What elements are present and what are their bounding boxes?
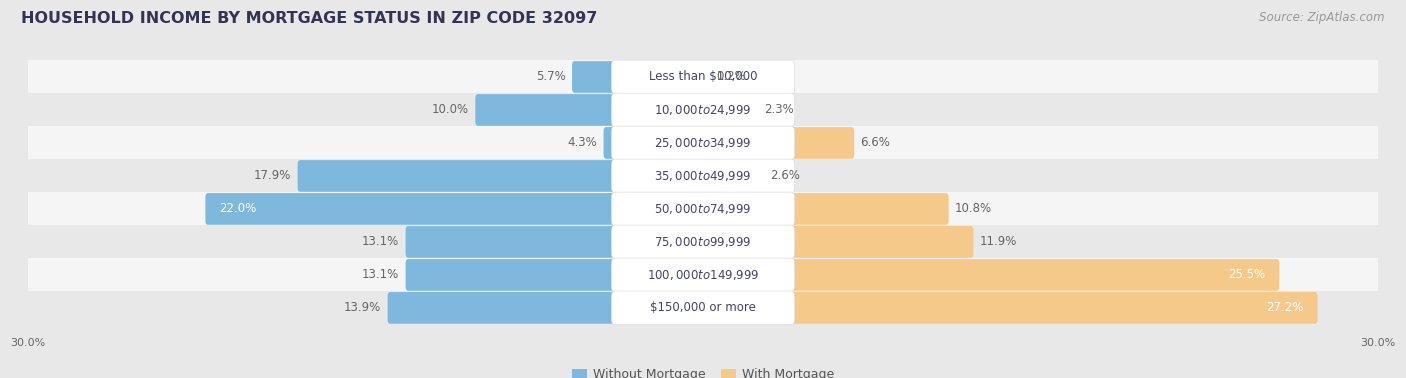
FancyBboxPatch shape [405,226,706,258]
Text: 0.2%: 0.2% [717,70,747,84]
FancyBboxPatch shape [572,61,706,93]
FancyBboxPatch shape [700,94,758,126]
FancyBboxPatch shape [700,160,765,192]
Text: Source: ZipAtlas.com: Source: ZipAtlas.com [1260,11,1385,24]
Text: $150,000 or more: $150,000 or more [650,301,756,314]
Text: 17.9%: 17.9% [254,169,291,183]
Text: 6.6%: 6.6% [860,136,890,149]
Text: 5.7%: 5.7% [536,70,565,84]
FancyBboxPatch shape [475,94,706,126]
Text: 2.3%: 2.3% [763,104,793,116]
FancyBboxPatch shape [612,93,794,127]
FancyBboxPatch shape [612,258,794,292]
Text: $50,000 to $74,999: $50,000 to $74,999 [654,202,752,216]
Text: 13.1%: 13.1% [363,235,399,248]
FancyBboxPatch shape [298,160,706,192]
Text: $75,000 to $99,999: $75,000 to $99,999 [654,235,752,249]
Text: HOUSEHOLD INCOME BY MORTGAGE STATUS IN ZIP CODE 32097: HOUSEHOLD INCOME BY MORTGAGE STATUS IN Z… [21,11,598,26]
FancyBboxPatch shape [205,193,706,225]
Text: 11.9%: 11.9% [980,235,1017,248]
FancyBboxPatch shape [612,192,794,226]
FancyBboxPatch shape [700,292,1317,324]
Bar [0,225,1406,259]
Text: 4.3%: 4.3% [568,136,598,149]
Text: 2.6%: 2.6% [770,169,800,183]
Text: $100,000 to $149,999: $100,000 to $149,999 [647,268,759,282]
Legend: Without Mortgage, With Mortgage: Without Mortgage, With Mortgage [567,363,839,378]
Text: $35,000 to $49,999: $35,000 to $49,999 [654,169,752,183]
Text: 25.5%: 25.5% [1229,268,1265,281]
FancyBboxPatch shape [700,226,973,258]
Text: 22.0%: 22.0% [219,203,256,215]
FancyBboxPatch shape [612,291,794,325]
Bar [0,60,1406,93]
Bar [0,291,1406,324]
FancyBboxPatch shape [603,127,706,159]
Text: Less than $10,000: Less than $10,000 [648,70,758,84]
Text: 27.2%: 27.2% [1267,301,1303,314]
FancyBboxPatch shape [700,259,1279,291]
FancyBboxPatch shape [700,127,855,159]
FancyBboxPatch shape [612,60,794,94]
Text: 13.1%: 13.1% [363,268,399,281]
Text: $10,000 to $24,999: $10,000 to $24,999 [654,103,752,117]
FancyBboxPatch shape [700,61,710,93]
Text: 10.0%: 10.0% [432,104,470,116]
Bar [0,93,1406,127]
Bar [0,160,1406,192]
Bar [0,259,1406,291]
Text: $25,000 to $34,999: $25,000 to $34,999 [654,136,752,150]
Bar [0,192,1406,225]
FancyBboxPatch shape [700,193,949,225]
FancyBboxPatch shape [612,225,794,259]
Text: 10.8%: 10.8% [955,203,993,215]
FancyBboxPatch shape [405,259,706,291]
FancyBboxPatch shape [388,292,706,324]
Bar [0,127,1406,160]
FancyBboxPatch shape [612,159,794,193]
FancyBboxPatch shape [612,126,794,160]
Text: 13.9%: 13.9% [344,301,381,314]
